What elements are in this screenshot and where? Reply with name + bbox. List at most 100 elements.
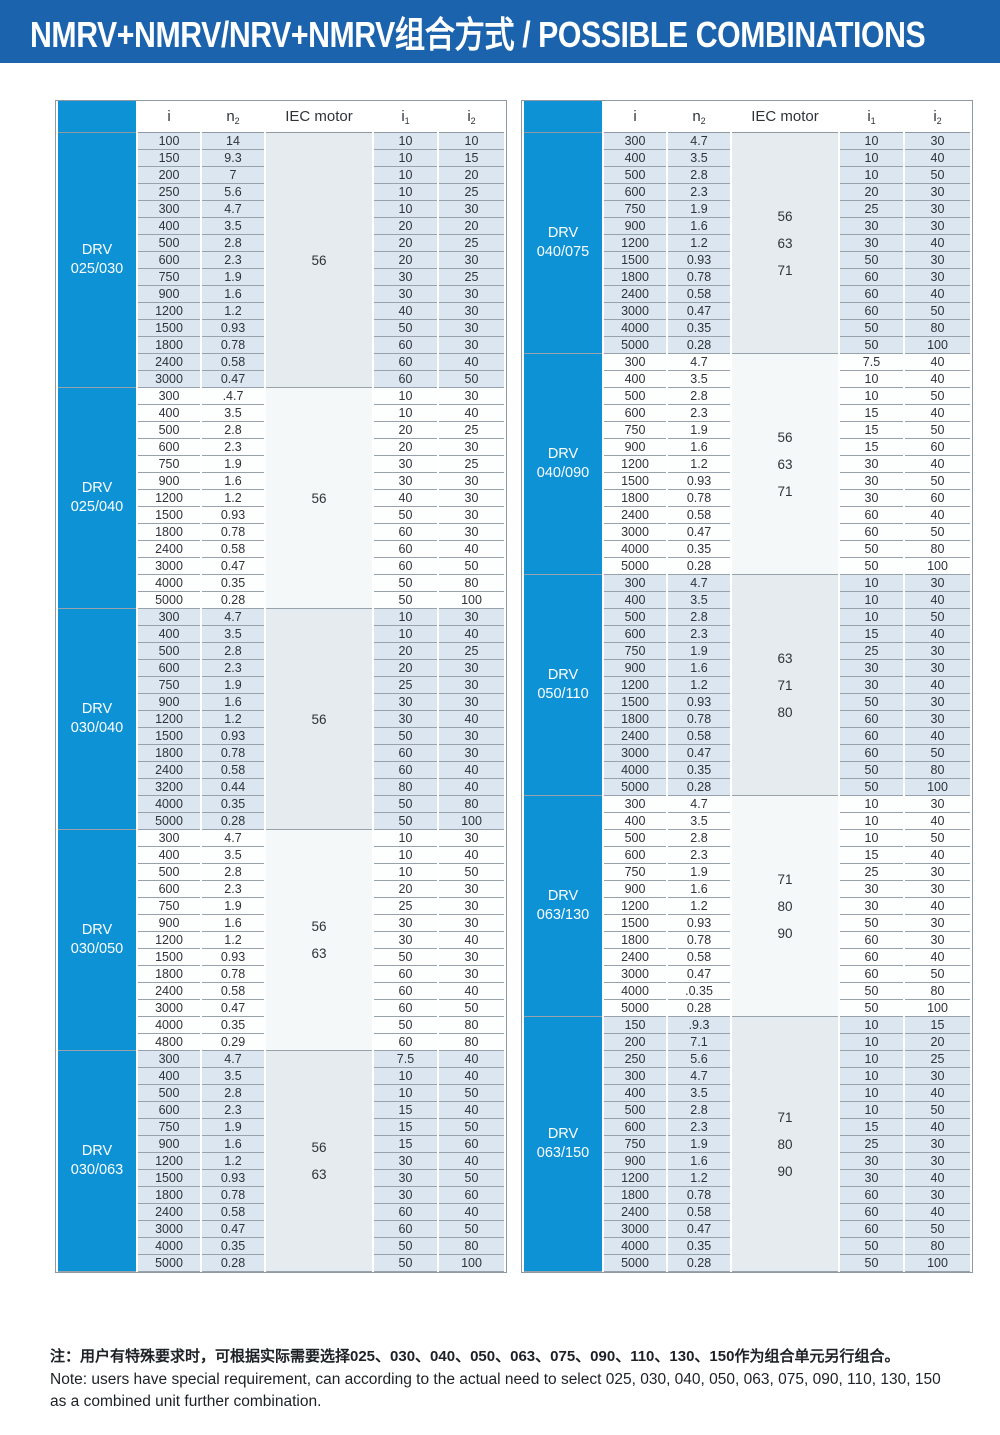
cell-i1: 15 (374, 1136, 437, 1153)
cell-i: 600 (138, 1102, 200, 1119)
cell-i2: 100 (439, 1255, 504, 1272)
iec-motor-size: 71 (777, 871, 793, 887)
cell-i: 1200 (138, 711, 200, 728)
cell-n2: 4.7 (202, 1051, 264, 1068)
footnote-chinese: 注：用户有特殊要求时，可根据实际需要选择025、030、040、050、063、… (50, 1348, 900, 1365)
cell-i2: 40 (905, 1119, 970, 1136)
cell-i1: 60 (374, 1034, 437, 1051)
cell-i1: 10 (374, 405, 437, 422)
cell-i2: 40 (905, 949, 970, 966)
cell-i1: 20 (374, 252, 437, 269)
cell-i1: 7.5 (374, 1051, 437, 1068)
cell-i: 600 (138, 252, 200, 269)
table-row: 3000 0.47 60 50 (58, 558, 504, 575)
table-row: 1800 0.78 60 30 (524, 932, 970, 949)
cell-i2: 15 (439, 150, 504, 167)
cell-i2: 50 (439, 1119, 504, 1136)
column-header-label: i (867, 107, 871, 125)
cell-i1: 50 (374, 1017, 437, 1034)
cell-i1: 30 (840, 218, 903, 235)
cell-i2: 40 (905, 677, 970, 694)
cell-n2: 1.9 (668, 1136, 730, 1153)
cell-i1: 25 (840, 201, 903, 218)
cell-i2: 40 (439, 541, 504, 558)
table-row: 400 3.5 10 40 (524, 371, 970, 388)
table-row: DRV 030/040 300 4.7 56 10 30 (58, 609, 504, 830)
cell-i1: 30 (374, 1170, 437, 1187)
cell-i: 1500 (138, 728, 200, 745)
cell-i2: 30 (439, 694, 504, 711)
group-label-line: DRV (547, 667, 579, 683)
cell-i: 3000 (138, 1000, 200, 1017)
cell-n2: 0.93 (202, 1170, 264, 1187)
group-label-line: DRV (547, 1126, 579, 1142)
cell-i: 4000 (138, 575, 200, 592)
cell-i1: 50 (840, 983, 903, 1000)
cell-i: 3000 (604, 524, 666, 541)
cell-i: 900 (138, 915, 200, 932)
cell-n2: 1.9 (668, 864, 730, 881)
cell-i2: 30 (439, 898, 504, 915)
cell-i1: 30 (840, 660, 903, 677)
table-row: DRV 025/030 100 14 56 10 10 (58, 133, 504, 388)
cell-n2: 1.9 (202, 456, 264, 473)
cell-n2: 0.93 (668, 252, 730, 269)
cell-i2: 60 (439, 1187, 504, 1204)
iec-motor-size: 56 (311, 919, 327, 934)
iec-motor-size: 90 (777, 1163, 793, 1179)
column-header-label: IEC motor (285, 108, 353, 125)
cell-i2: 40 (439, 1102, 504, 1119)
cell-i: 4000 (604, 320, 666, 337)
cell-i: 3000 (604, 303, 666, 320)
cell-i1: 30 (840, 473, 903, 490)
cell-i: 1800 (138, 966, 200, 983)
cell-i2: 100 (905, 337, 970, 354)
cell-n2: 3.5 (668, 813, 730, 830)
cell-i1: 25 (840, 1136, 903, 1153)
cell-i: 1800 (604, 490, 666, 507)
cell-i1: 60 (374, 337, 437, 354)
cell-i1: 30 (840, 881, 903, 898)
cell-i: 1800 (604, 269, 666, 286)
cell-i2: 80 (905, 983, 970, 1000)
cell-n2: 0.58 (202, 762, 264, 779)
table-row: 5000 0.28 50 100 (524, 1000, 970, 1017)
cell-n2: 0.78 (202, 966, 264, 983)
cell-i: 2400 (604, 1204, 666, 1221)
cell-i2: 50 (439, 558, 504, 575)
table-row: 1500 0.93 50 30 (524, 915, 970, 932)
cell-n2: 0.58 (668, 286, 730, 303)
iec-motor-size: 80 (777, 704, 793, 720)
table-row: 3000 0.47 60 50 (524, 1221, 970, 1238)
cell-n2: 0.28 (668, 1000, 730, 1017)
cell-i: 750 (138, 898, 200, 915)
table-row: 3000 0.47 60 50 (524, 303, 970, 320)
cell-i2: 30 (905, 932, 970, 949)
cell-i1: 60 (374, 762, 437, 779)
cell-n2: 1.9 (202, 269, 264, 286)
cell-i: 5000 (138, 813, 200, 830)
column-header: n2 (668, 101, 730, 133)
group-label-line: 025/040 (70, 499, 124, 515)
cell-i: 4000 (138, 1017, 200, 1034)
cell-n2: 2.8 (668, 167, 730, 184)
cell-i: 1200 (604, 677, 666, 694)
cell-i: 300 (138, 830, 200, 847)
cell-i1: 60 (374, 558, 437, 575)
cell-i1: 50 (374, 320, 437, 337)
cell-n2: 0.58 (202, 983, 264, 1000)
table-row: 500 2.8 10 50 (524, 609, 970, 626)
cell-i: 500 (138, 235, 200, 252)
table-row: 400 3.5 10 40 (58, 626, 504, 643)
cell-i: 900 (604, 881, 666, 898)
table-row: 1500 0.93 50 30 (58, 320, 504, 337)
table-row: DRV 030/050 300 4.7 56 63 10 30 (58, 830, 504, 1051)
cell-i: 150 (138, 150, 200, 167)
cell-i2: 40 (439, 1068, 504, 1085)
cell-i: 3000 (138, 371, 200, 388)
table-row: 750 1.9 15 50 (58, 1119, 504, 1136)
cell-n2: 1.2 (202, 1153, 264, 1170)
cell-i: 2400 (138, 354, 200, 371)
cell-i2: 30 (439, 677, 504, 694)
table-row: 400 3.5 10 40 (524, 813, 970, 830)
